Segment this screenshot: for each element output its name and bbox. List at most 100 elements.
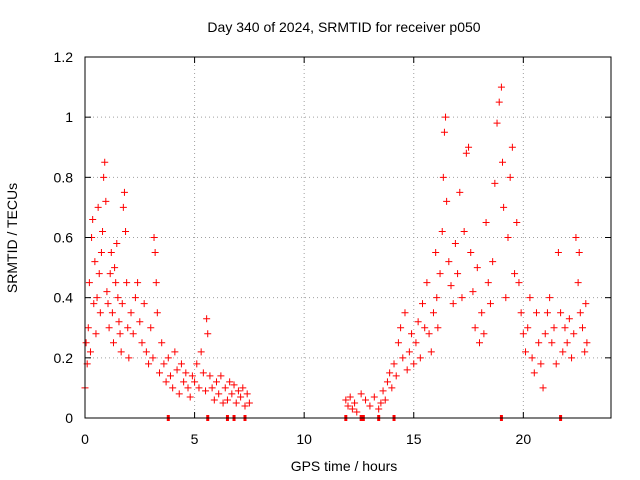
data-point [348,405,356,413]
data-point [550,324,558,332]
data-point [197,348,205,356]
data-point [456,188,464,196]
y-tick-label: 0.2 [54,350,74,366]
data-point [563,339,571,347]
data-point [145,360,153,368]
data-point [112,279,120,287]
data-point [90,300,98,308]
data-point [419,300,427,308]
data-point [82,339,90,347]
data-point [123,279,131,287]
data-point [377,399,385,407]
data-point [120,188,128,196]
data-point [86,348,94,356]
data-point [489,258,497,266]
data-point [379,387,387,395]
data-point [102,197,110,205]
data-point [429,309,437,317]
data-point [243,390,251,398]
data-point [226,378,234,386]
data-point [162,378,170,386]
y-tick-label: 0 [65,410,73,426]
data-point [552,360,560,368]
data-point [344,402,352,410]
data-point [388,384,396,392]
data-point [439,173,447,181]
data-points [81,83,591,416]
data-point [105,324,113,332]
data-point [528,354,536,362]
data-point [171,348,179,356]
data-point [182,369,190,377]
data-point [383,378,391,386]
data-point [500,203,508,211]
data-point [208,384,216,392]
data-point [117,348,125,356]
data-point [232,399,240,407]
data-point [495,98,503,106]
data-point [97,249,105,257]
data-point [113,240,121,248]
data-point [95,270,103,278]
data-point [234,387,242,395]
y-tick-label: 1 [65,109,73,125]
data-point [193,360,201,368]
data-point [202,387,210,395]
data-point [237,393,245,401]
data-point [107,249,115,257]
data-point [85,279,93,287]
data-point [493,119,501,127]
data-point [129,330,137,338]
data-point [92,330,100,338]
data-point [581,348,589,356]
data-point [473,264,481,272]
data-point [124,324,132,332]
data-point [381,396,389,404]
data-point [103,288,111,296]
data-point [195,384,203,392]
data-point [471,324,479,332]
data-point [561,324,569,332]
data-point [508,143,516,151]
data-point [515,279,523,287]
data-point [160,360,168,368]
data-point [482,218,490,226]
y-tick-label: 1.2 [54,49,74,65]
x-tick-label: 15 [406,431,422,447]
data-point [425,330,433,338]
y-axis-label: SRMTID / TECUs [4,183,20,293]
data-point [557,309,565,317]
data-point [89,215,97,223]
data-point [96,309,104,317]
data-point [434,324,442,332]
data-point [447,282,455,290]
data-point [138,339,146,347]
data-point [94,203,102,211]
data-point [115,318,123,326]
data-point [559,348,567,356]
data-point [228,390,236,398]
data-point [548,339,556,347]
data-point [199,369,207,377]
data-point [184,384,192,392]
data-point [517,309,525,317]
x-axis-label: GPS time / hours [291,458,398,474]
data-point [204,330,212,338]
data-point [458,294,466,302]
data-point [357,390,365,398]
data-point [568,354,576,362]
x-tick-label: 10 [296,431,312,447]
data-point [215,390,223,398]
data-point [582,300,590,308]
data-point [565,315,573,323]
data-point [511,270,519,278]
data-point [572,234,580,241]
data-point [119,203,127,211]
data-point [245,399,253,407]
y-tick-label: 0.4 [54,290,74,306]
data-point [206,372,214,380]
axis-ticks: 0 0.2 0.4 0.6 0.8 1 1.2 0 5 10 15 20 [54,49,611,447]
data-point [497,83,505,91]
data-point [504,234,512,241]
data-point [576,309,584,317]
